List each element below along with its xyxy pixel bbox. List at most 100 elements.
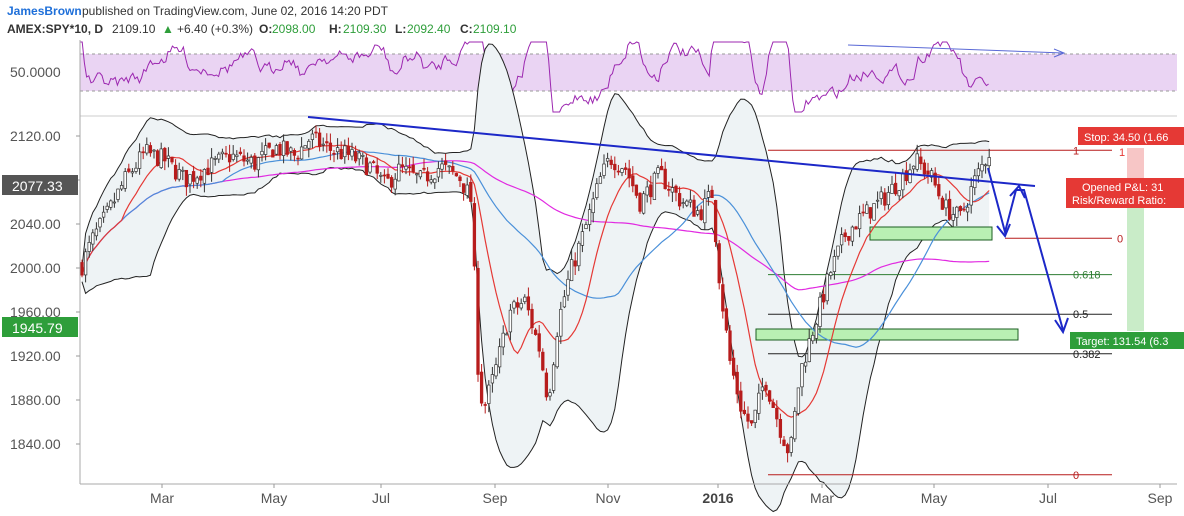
candle-body — [559, 308, 563, 337]
rsi-band — [80, 54, 1177, 91]
candle-body — [116, 188, 120, 200]
price-pane[interactable]: 1 0 0.618 0.5 0.382 0 Stop: 34.50 (1.66 1 Ope… — [80, 43, 1184, 513]
candle-body — [987, 157, 991, 167]
candle-body — [335, 147, 340, 153]
candle-body — [173, 164, 178, 180]
candle-body — [555, 336, 559, 368]
candle-body — [775, 407, 779, 420]
candle-body — [865, 204, 869, 214]
candle-body — [296, 157, 300, 160]
candle-body — [332, 152, 336, 155]
time-tick-label: Sep — [1148, 490, 1173, 506]
time-tick-label: May — [261, 490, 287, 506]
fib-level-label: 0 — [1117, 233, 1123, 245]
candle-body — [346, 145, 351, 155]
candle-body — [976, 168, 981, 177]
candle-body — [191, 171, 196, 182]
candle-body — [843, 232, 847, 238]
candle-body — [407, 166, 412, 169]
candle-body — [688, 199, 693, 203]
low-value: 2092.40 — [407, 22, 451, 36]
low-label: L: — [395, 22, 406, 36]
candle-body — [530, 308, 534, 329]
symbol-label: AMEX:SPY*10, D — [7, 22, 103, 36]
candle-body — [440, 163, 444, 170]
candle-body — [379, 174, 383, 177]
candle-body — [361, 155, 365, 157]
rsi-pane[interactable] — [80, 40, 1177, 116]
candle-body — [195, 177, 199, 184]
candle-body — [253, 155, 257, 170]
candle-body — [267, 142, 271, 148]
candle-body — [483, 404, 487, 406]
risk-zone — [1127, 148, 1144, 178]
target-label-box — [1070, 332, 1184, 349]
rsi-divergence-line — [847, 44, 1064, 54]
candle-body — [656, 167, 660, 174]
candle-body — [659, 165, 664, 171]
support-zone-lower — [755, 328, 1019, 341]
candle-body — [184, 169, 189, 188]
candle-body — [476, 267, 480, 375]
time-tick-label: Nov — [596, 490, 621, 506]
author-name[interactable]: JamesBrown — [7, 4, 82, 18]
candle-body — [465, 184, 469, 196]
candle-body — [721, 284, 725, 312]
candle-body — [746, 413, 750, 422]
candle-body — [119, 185, 124, 190]
candle-body — [868, 207, 873, 219]
candle-body — [767, 390, 772, 402]
candle-body — [645, 186, 649, 196]
candle-body — [857, 213, 862, 230]
candle-body — [260, 150, 264, 156]
candle-body — [454, 173, 459, 177]
candle-body — [620, 168, 624, 173]
time-axis[interactable]: Mar May Jul Sep Nov 2016 Mar May Jul Sep — [150, 484, 1173, 506]
candle-body — [533, 329, 538, 335]
stop-label: Stop: 34.50 (1.66 — [1084, 132, 1168, 144]
candle-body — [451, 165, 455, 172]
candle-body — [915, 153, 919, 170]
last-price: 2109.10 — [112, 22, 156, 36]
candle-body — [537, 333, 541, 352]
candle-body — [634, 184, 639, 196]
moving-average-blue — [81, 150, 990, 348]
price-tick-label: 1920.00 — [10, 348, 61, 364]
projection-arrow — [987, 167, 1064, 331]
candle-body — [854, 226, 858, 230]
candle-body — [789, 437, 793, 453]
candle-body — [130, 171, 135, 174]
support-zones — [755, 226, 1019, 341]
candle-body — [256, 157, 261, 171]
candle-body — [951, 214, 955, 221]
candle-body — [458, 176, 462, 182]
current-price-marker: 2077.33 — [2, 175, 78, 195]
candle-body — [213, 158, 217, 160]
bollinger-lower-line — [81, 166, 990, 513]
candle-body — [947, 198, 952, 220]
candle-body — [674, 185, 678, 193]
fib-level-label: 0.618 — [1073, 270, 1101, 282]
candle-body — [757, 392, 761, 414]
candle-body — [577, 242, 581, 267]
candle-body — [98, 218, 102, 228]
chart-header: JamesBrown published on TradingView.com,… — [7, 4, 517, 36]
candle-body — [436, 168, 441, 178]
candle-body — [893, 182, 898, 195]
trend-line[interactable] — [307, 116, 1036, 187]
candle-body — [292, 150, 297, 156]
candle-body — [242, 155, 246, 162]
candle-body — [944, 199, 948, 209]
candle-body — [803, 361, 808, 367]
candle-body — [602, 163, 606, 176]
candle-body — [314, 131, 318, 134]
candle-body — [364, 157, 369, 176]
candle-body — [649, 184, 653, 198]
candle-body — [80, 262, 84, 276]
rsi-series-line — [80, 41, 989, 113]
candle-body — [872, 203, 876, 221]
candle-body — [598, 176, 603, 184]
candle-body — [375, 165, 379, 174]
candle-body — [983, 164, 988, 167]
candle-body — [281, 140, 286, 156]
